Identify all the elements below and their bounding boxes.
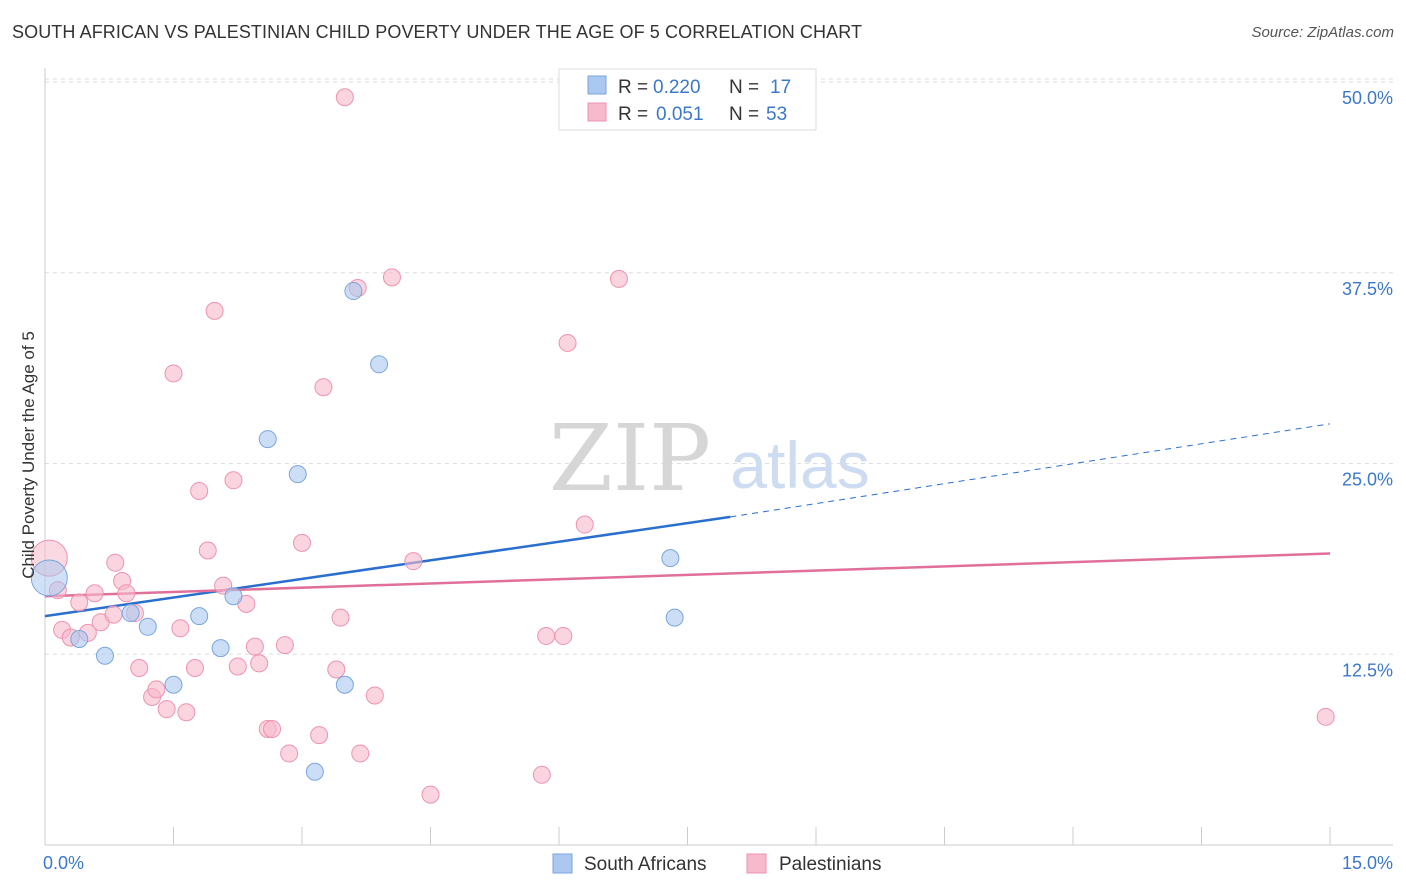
palestinian-point <box>245 637 264 656</box>
palestinian-point <box>537 626 556 645</box>
stats-n-value-1: 17 <box>770 77 791 98</box>
y-tick-label: 37.5% <box>1342 279 1393 299</box>
palestinian-point <box>382 268 401 287</box>
palestinian-point <box>157 700 176 719</box>
south-african-point <box>211 639 230 658</box>
south-african-point <box>70 629 89 648</box>
south-african-point <box>164 675 183 694</box>
south-african-point <box>335 675 354 694</box>
palestinian-point <box>365 686 384 705</box>
palestinian-point <box>198 541 217 560</box>
trend-lines <box>44 423 1331 618</box>
y-tick-labels: 12.5% 25.0% 37.5% 50.0% <box>1342 88 1393 680</box>
palestinian-point <box>228 657 247 676</box>
series-legend: South Africans Palestinians <box>552 853 881 875</box>
palestinian-point <box>85 584 104 603</box>
south-african-point <box>661 549 680 568</box>
palestinian-point <box>335 88 354 107</box>
palestinian-point <box>171 619 190 638</box>
watermark: ZIP atlas <box>549 405 870 512</box>
south-african-point <box>138 617 157 636</box>
south-african-point <box>95 646 114 665</box>
palestinian-point <box>314 378 333 397</box>
south-africans-trend-extension <box>730 423 1331 518</box>
x-tick-label: 15.0% <box>1342 853 1393 873</box>
palestinian-point <box>609 269 628 288</box>
x-tick-label: 0.0% <box>43 853 84 873</box>
legend-swatch-south-africans <box>552 853 573 874</box>
south-africans-trend-line <box>44 515 731 618</box>
south-african-point <box>370 355 389 374</box>
stats-r-value-2: 0.051 <box>656 104 704 125</box>
south-african-point <box>305 762 324 781</box>
palestinians-trend-line <box>44 552 1331 598</box>
palestinian-point <box>104 605 123 624</box>
palestinian-point <box>224 471 243 490</box>
palestinian-point <box>117 584 136 603</box>
stats-r-value-1: 0.220 <box>653 77 701 98</box>
chart-title: SOUTH AFRICAN VS PALESTINIAN CHILD POVER… <box>12 22 863 42</box>
palestinian-point <box>310 726 329 745</box>
palestinian-point <box>404 552 423 571</box>
palestinian-point <box>130 658 149 677</box>
palestinian-point <box>351 744 370 763</box>
palestinian-point <box>331 608 350 627</box>
palestinian-point <box>250 654 269 673</box>
axes <box>44 68 1393 846</box>
palestinian-point <box>575 515 594 534</box>
palestinian-point <box>185 658 204 677</box>
palestinian-point <box>293 533 311 552</box>
stats-n-value-2: 53 <box>766 104 787 125</box>
palestinian-point <box>70 593 89 612</box>
y-tick-label: 25.0% <box>1342 470 1393 490</box>
stats-n-label-1: N = <box>729 77 759 98</box>
palestinian-point <box>532 765 551 784</box>
south-african-point <box>121 604 140 623</box>
palestinian-point <box>275 636 294 655</box>
south-african-point <box>258 430 277 449</box>
palestinian-point <box>147 680 166 699</box>
stats-swatch-blue <box>587 75 607 95</box>
palestinian-point <box>280 744 299 763</box>
watermark-atlas: atlas <box>730 428 869 502</box>
x-tick-labels: 0.0% 15.0% <box>43 853 1393 873</box>
stats-r-label-1: R = <box>618 77 648 98</box>
data-points <box>30 88 1335 804</box>
palestinian-point <box>554 626 573 645</box>
palestinian-point <box>1316 707 1335 726</box>
legend-label-palestinians: Palestinians <box>779 854 881 875</box>
south-african-point <box>224 587 243 606</box>
palestinian-point <box>106 553 125 572</box>
palestinian-point <box>421 785 440 804</box>
south-african-point <box>190 607 209 626</box>
palestinian-point <box>558 333 577 352</box>
south-african-point <box>665 608 684 627</box>
stats-legend-box: R = 0.220 N = 17 R = 0.051 N = 53 <box>558 68 817 131</box>
palestinian-point <box>164 364 183 383</box>
stats-swatch-pink <box>587 102 607 122</box>
south-african-point <box>344 282 363 301</box>
palestinian-point <box>205 301 224 320</box>
y-tick-label: 50.0% <box>1342 88 1393 108</box>
y-axis-label: Child Poverty Under the Age of 5 <box>19 331 38 579</box>
south-african-point <box>288 465 307 484</box>
palestinian-point <box>263 720 282 739</box>
south-african-point <box>30 559 68 597</box>
y-tick-label: 12.5% <box>1342 660 1393 680</box>
legend-label-south-africans: South Africans <box>584 854 707 875</box>
palestinian-point <box>177 703 196 722</box>
grid-lines <box>45 78 1393 655</box>
legend-swatch-palestinians <box>746 853 767 874</box>
watermark-zip: ZIP <box>549 405 711 512</box>
stats-n-label-2: N = <box>729 104 759 125</box>
source-label: Source: ZipAtlas.com <box>1251 24 1394 41</box>
stats-r-label-2: R = <box>618 104 648 125</box>
palestinian-point <box>190 481 209 500</box>
palestinian-point <box>327 660 346 679</box>
